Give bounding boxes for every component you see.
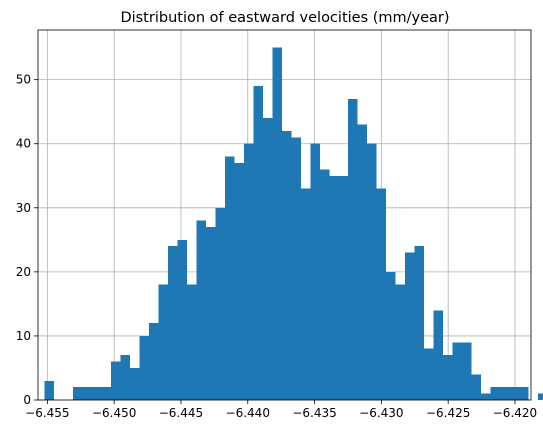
x-tick-label: −6.450 (92, 406, 136, 420)
y-tick-label: 40 (16, 137, 31, 151)
histogram-bar (130, 367, 140, 400)
histogram-bar (158, 284, 168, 400)
x-tick-label: −6.435 (292, 406, 336, 420)
x-tick-label: −6.430 (359, 406, 403, 420)
histogram-bar (224, 156, 235, 400)
histogram-bar (253, 86, 263, 400)
y-tick-label: 30 (16, 201, 31, 215)
histogram-bar (433, 310, 444, 400)
histogram-bar (120, 355, 131, 400)
histogram-bar (357, 124, 368, 400)
y-axis: 0 10 20 30 40 50 (16, 73, 38, 407)
x-tick-label: −6.425 (426, 406, 470, 420)
bars (44, 47, 543, 401)
x-tick-label: −6.455 (25, 406, 69, 420)
histogram-bar (471, 374, 482, 400)
histogram-bar (272, 47, 282, 400)
histogram-bar (395, 284, 406, 400)
histogram-bar (443, 355, 453, 400)
histogram-bar (149, 323, 159, 400)
histogram-bar (518, 387, 529, 400)
histogram-bar (452, 342, 463, 400)
histogram-bar (509, 387, 519, 400)
histogram-bar (205, 227, 216, 400)
histogram-bar (300, 188, 311, 400)
histogram-bar (111, 361, 121, 400)
plot-frame (37, 29, 532, 401)
histogram-bar (186, 284, 197, 400)
histogram-bar (405, 252, 415, 400)
histogram-bar (139, 335, 150, 400)
chart-title: Distribution of eastward velocities (mm/… (120, 10, 449, 26)
histogram-bar (376, 188, 387, 400)
histogram-bar (44, 380, 55, 400)
histogram-bar (481, 393, 491, 400)
histogram-bar (319, 169, 330, 400)
y-tick-label: 10 (16, 329, 31, 343)
x-tick-label: −6.420 (493, 406, 537, 420)
histogram-bar (167, 246, 178, 400)
histogram-bar (92, 387, 102, 400)
histogram-bar (82, 387, 93, 400)
x-tick-label: −6.440 (226, 406, 270, 420)
histogram-bar (424, 348, 434, 400)
histogram-bar (338, 175, 349, 400)
x-tick-label: −6.445 (159, 406, 203, 420)
y-tick-label: 50 (16, 73, 31, 87)
histogram-bar (281, 130, 292, 400)
histogram-bar (243, 143, 254, 400)
histogram-bar (329, 175, 339, 400)
histogram-bar (73, 387, 83, 400)
histogram-bar (367, 143, 377, 400)
histogram-bar (414, 246, 425, 400)
y-tick-label: 20 (16, 265, 31, 279)
histogram-bar (262, 118, 273, 400)
histogram-bar (234, 162, 244, 400)
histogram-bar (196, 220, 206, 400)
histogram-bar (386, 271, 396, 400)
histogram-bar (462, 342, 472, 400)
histogram-bar (348, 98, 358, 401)
histogram-bar (177, 239, 187, 400)
histogram-bar (310, 143, 320, 400)
histogram-bar (537, 393, 543, 400)
histogram-bar (490, 387, 501, 400)
histogram-bar (101, 387, 112, 400)
histogram-bar (500, 387, 510, 400)
histogram-bar (291, 137, 301, 400)
x-axis: −6.455 −6.450 −6.445 −6.440 −6.435 −6.430 −6.4… (25, 400, 537, 420)
y-tick-label: 0 (23, 393, 31, 407)
histogram-bar (215, 207, 225, 400)
